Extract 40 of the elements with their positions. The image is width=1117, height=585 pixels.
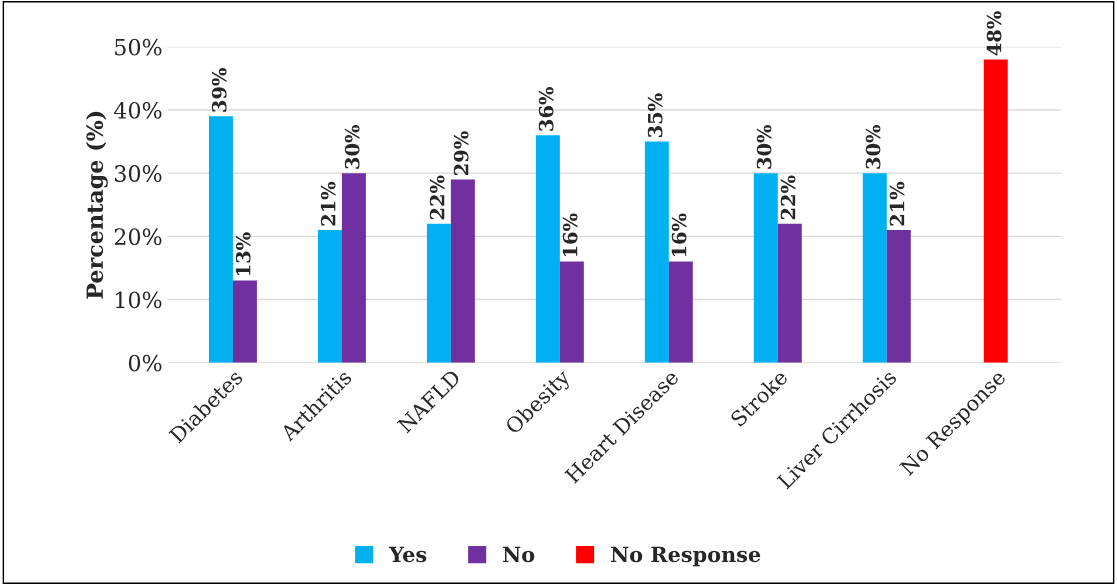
bar: [559, 261, 584, 363]
y-tick-label: 0%: [128, 354, 162, 372]
data-label: 48%: [986, 11, 1002, 56]
data-label: 21%: [889, 181, 905, 226]
bar: [426, 223, 451, 363]
bar: [668, 261, 693, 363]
y-tick-label: 30%: [114, 165, 162, 182]
y-tick-label: 20%: [114, 228, 162, 246]
data-label: 22%: [780, 175, 796, 220]
bar: [753, 173, 778, 363]
bar: [535, 135, 560, 363]
bar: [208, 116, 233, 363]
y-tick-label: 40%: [113, 101, 162, 119]
bar: [341, 173, 366, 363]
data-label: 30%: [865, 124, 881, 169]
bar: [450, 179, 475, 363]
bar: [886, 230, 911, 363]
data-label: 21%: [320, 181, 336, 226]
data-label: 13%: [235, 232, 251, 276]
y-tick-label: 50%: [115, 38, 162, 56]
data-label: 29%: [453, 131, 469, 176]
data-label: 35%: [647, 93, 663, 138]
bar: [777, 223, 802, 363]
bar: [862, 173, 887, 363]
data-label: 16%: [671, 213, 687, 257]
bar: [317, 230, 342, 363]
data-label: 39%: [211, 68, 227, 112]
data-label: 30%: [344, 124, 360, 169]
y-axis-title: Percentage (%): [85, 111, 108, 299]
legend-label: Yes: [388, 546, 427, 563]
bar: [644, 141, 669, 363]
legend-label: No Response: [611, 546, 761, 567]
data-label: 22%: [429, 175, 445, 220]
y-tick-label: 10%: [116, 291, 162, 309]
data-label: 30%: [756, 124, 772, 169]
bar: [983, 59, 1008, 363]
data-label: 36%: [538, 87, 554, 131]
data-label: 16%: [562, 213, 578, 257]
bar: [232, 280, 257, 363]
legend-label: No: [503, 546, 535, 563]
